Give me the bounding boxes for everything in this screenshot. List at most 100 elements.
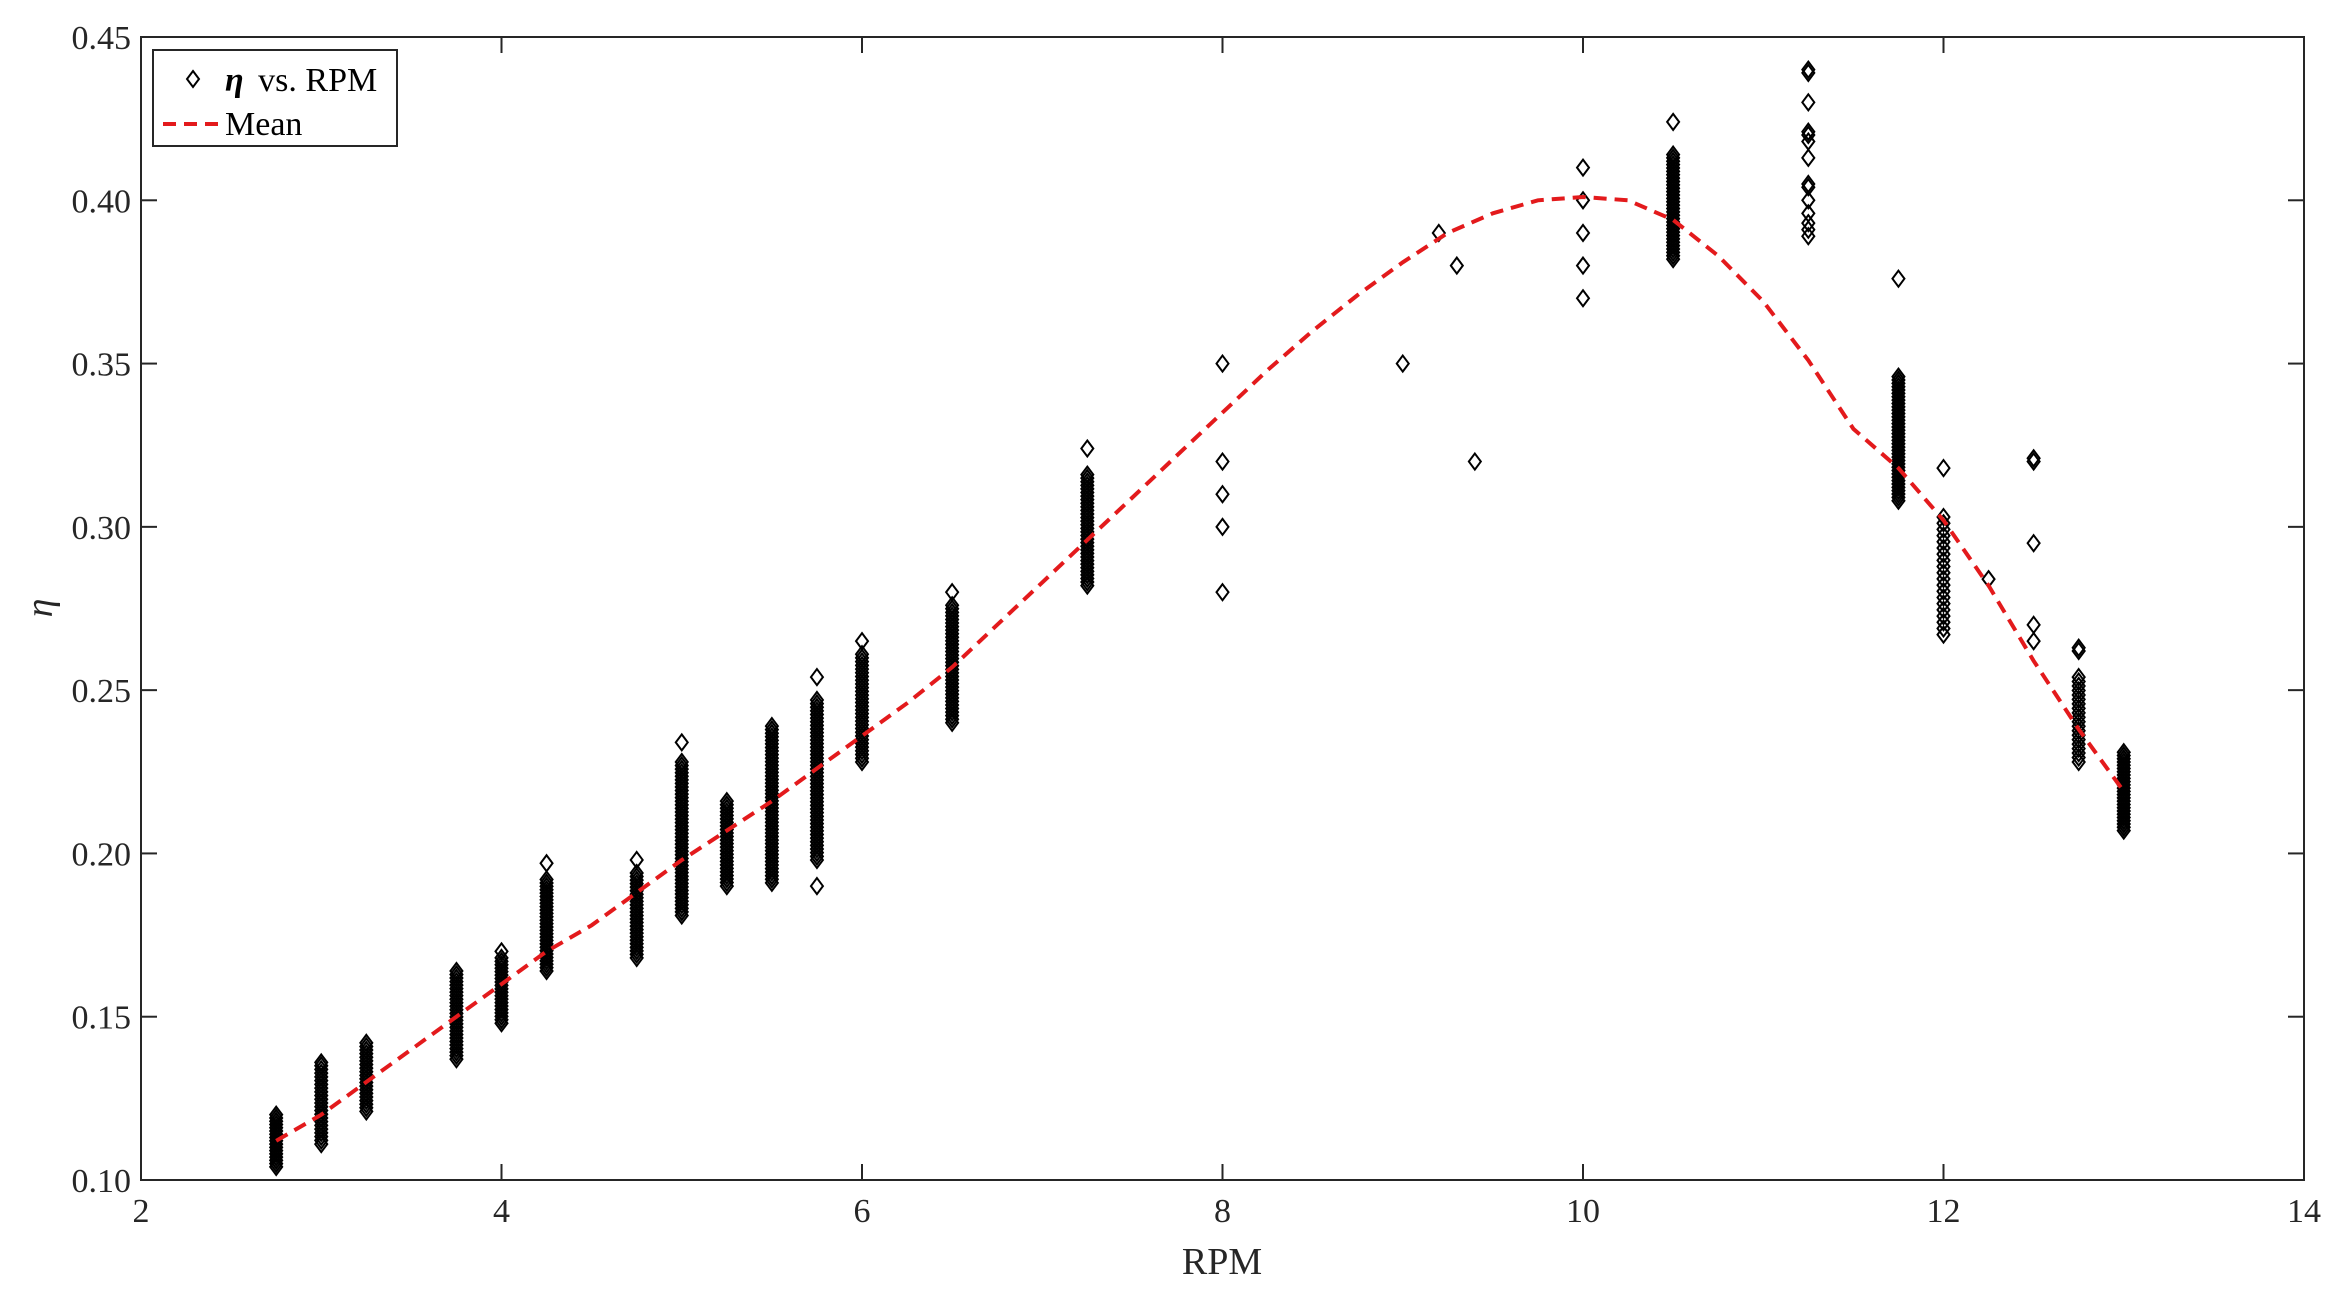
data-point — [449, 975, 464, 995]
data-point — [359, 1090, 374, 1111]
data-point — [764, 784, 780, 804]
data-point — [674, 752, 689, 772]
data-point — [764, 727, 780, 747]
data-point — [1080, 486, 1095, 506]
data-point — [674, 780, 689, 801]
data-point — [764, 780, 780, 800]
data-point — [764, 748, 780, 768]
data-point — [359, 1080, 374, 1100]
data-point — [809, 770, 825, 790]
data-point — [2026, 451, 2041, 472]
data-point — [629, 905, 644, 926]
data-point — [764, 858, 780, 879]
data-point — [674, 816, 689, 836]
x-tick-label: 14 — [2287, 1193, 2321, 1230]
data-point — [944, 695, 960, 715]
data-point — [449, 1049, 464, 1069]
data-point — [764, 837, 780, 857]
data-point — [719, 809, 735, 829]
data-point — [674, 809, 689, 829]
data-point — [764, 816, 780, 836]
x-axis-ticks: 2 4 6 8 10 12 14 — [133, 37, 2321, 1230]
data-point — [764, 862, 780, 882]
data-point — [314, 1052, 329, 1073]
data-point — [809, 715, 825, 736]
data-point — [629, 850, 644, 870]
data-point — [809, 755, 825, 776]
data-point — [809, 835, 825, 856]
data-point — [629, 902, 644, 922]
data-point — [629, 870, 644, 890]
data-point — [854, 644, 870, 664]
data-point — [629, 919, 644, 940]
data-point — [764, 719, 780, 740]
data-point — [674, 837, 689, 858]
data-point — [944, 666, 960, 687]
x-tick-label: 10 — [1566, 1193, 1600, 1230]
data-point — [1080, 475, 1095, 496]
y-axis-ticks: 0.10 0.15 0.20 0.25 0.30 0.35 0.40 0.45 — [72, 20, 2304, 1200]
data-point — [764, 744, 780, 765]
data-point — [674, 866, 689, 886]
data-point — [2116, 742, 2131, 762]
data-point — [809, 730, 825, 750]
data-point — [359, 1040, 374, 1060]
data-point — [674, 902, 689, 922]
data-point — [1575, 288, 1591, 308]
data-point — [1575, 255, 1591, 276]
data-point — [809, 697, 825, 717]
data-point — [2116, 745, 2131, 766]
data-point — [1080, 532, 1095, 553]
data-point — [944, 616, 960, 637]
data-point — [449, 964, 464, 985]
data-point — [629, 930, 644, 950]
data-point — [764, 734, 780, 754]
data-point — [944, 620, 960, 640]
data-point — [719, 851, 735, 871]
data-point — [809, 704, 825, 725]
data-point — [1080, 525, 1095, 546]
data-point — [629, 877, 644, 897]
data-point — [449, 961, 464, 981]
data-point — [944, 606, 960, 626]
data-point — [1080, 497, 1095, 517]
data-point — [1215, 517, 1230, 537]
data-point — [1801, 125, 1816, 145]
x-tick-label: 6 — [854, 1193, 871, 1230]
data-point — [674, 834, 689, 854]
data-point — [449, 1017, 464, 1038]
data-point — [944, 609, 960, 630]
data-point — [1801, 203, 1816, 224]
data-point — [1575, 223, 1591, 243]
data-point — [674, 880, 689, 901]
data-point — [809, 719, 825, 739]
data-point — [944, 677, 960, 697]
data-point — [809, 810, 825, 830]
data-point — [764, 755, 780, 775]
data-point — [764, 776, 780, 797]
data-point — [1891, 268, 1906, 289]
data-point — [629, 909, 644, 929]
data-point — [944, 659, 960, 680]
data-point — [449, 1007, 464, 1027]
data-point — [809, 828, 825, 848]
data-point — [764, 812, 780, 832]
data-point — [1080, 515, 1095, 535]
data-point — [449, 982, 464, 1002]
data-point — [764, 826, 780, 847]
data-point — [764, 801, 780, 822]
data-point — [449, 989, 464, 1009]
data-point — [1467, 451, 1483, 472]
data-point — [764, 769, 780, 790]
data-point — [809, 777, 825, 797]
y-axis-label: η — [19, 599, 61, 618]
data-point — [1080, 550, 1095, 571]
data-point — [1936, 458, 1951, 478]
data-point — [944, 673, 960, 694]
y-tick-label: 0.15 — [72, 1000, 132, 1037]
data-point — [809, 708, 825, 728]
data-point — [944, 624, 960, 644]
data-point — [539, 853, 554, 873]
data-point — [629, 912, 644, 933]
y-tick-label: 0.35 — [72, 347, 132, 384]
